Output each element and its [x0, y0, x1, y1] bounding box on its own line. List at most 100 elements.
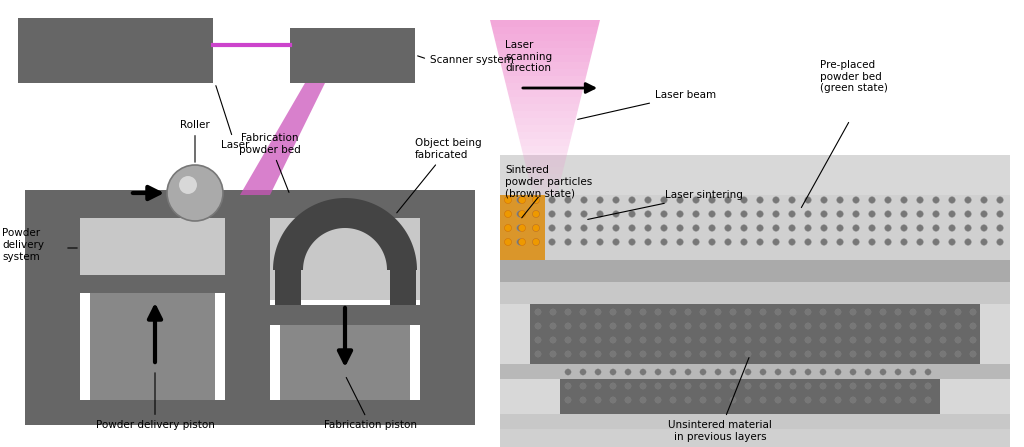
- Circle shape: [670, 383, 676, 389]
- Circle shape: [805, 337, 811, 343]
- Text: Laser beam: Laser beam: [578, 90, 716, 119]
- Circle shape: [640, 309, 646, 315]
- Text: Powder delivery piston: Powder delivery piston: [95, 373, 214, 430]
- Circle shape: [805, 225, 811, 232]
- Circle shape: [790, 351, 796, 357]
- Polygon shape: [531, 188, 559, 195]
- Text: Roller: Roller: [180, 120, 210, 162]
- Circle shape: [850, 309, 856, 315]
- Circle shape: [895, 337, 901, 343]
- Circle shape: [709, 211, 716, 217]
- Circle shape: [805, 309, 811, 315]
- Circle shape: [670, 397, 676, 403]
- Circle shape: [532, 211, 540, 218]
- Circle shape: [640, 337, 646, 343]
- Bar: [25, 400, 475, 425]
- Circle shape: [629, 225, 635, 232]
- Polygon shape: [504, 76, 586, 83]
- Circle shape: [660, 225, 668, 232]
- Circle shape: [595, 309, 601, 315]
- Circle shape: [788, 197, 796, 203]
- Circle shape: [850, 397, 856, 403]
- Circle shape: [535, 309, 541, 315]
- Polygon shape: [511, 104, 580, 111]
- Circle shape: [505, 224, 512, 232]
- Circle shape: [581, 197, 588, 203]
- Circle shape: [880, 351, 886, 357]
- Circle shape: [532, 239, 540, 245]
- Circle shape: [820, 225, 827, 232]
- Circle shape: [865, 397, 871, 403]
- Circle shape: [685, 383, 691, 389]
- Circle shape: [685, 397, 691, 403]
- Circle shape: [640, 397, 646, 403]
- Circle shape: [910, 383, 916, 389]
- Circle shape: [910, 397, 916, 403]
- Circle shape: [677, 225, 683, 232]
- Circle shape: [597, 197, 603, 203]
- Circle shape: [925, 383, 931, 389]
- Circle shape: [775, 309, 781, 315]
- Circle shape: [933, 211, 939, 217]
- Circle shape: [773, 225, 779, 232]
- Circle shape: [805, 323, 811, 329]
- Circle shape: [629, 211, 635, 217]
- Circle shape: [790, 323, 796, 329]
- Circle shape: [835, 397, 841, 403]
- Circle shape: [670, 323, 676, 329]
- Bar: [80, 190, 225, 275]
- Circle shape: [565, 309, 571, 315]
- Circle shape: [660, 239, 668, 245]
- Circle shape: [820, 351, 826, 357]
- Circle shape: [910, 351, 916, 357]
- Circle shape: [505, 239, 512, 245]
- Circle shape: [965, 197, 972, 203]
- Circle shape: [610, 397, 616, 403]
- Circle shape: [597, 225, 603, 232]
- Circle shape: [730, 323, 736, 329]
- Circle shape: [805, 397, 811, 403]
- Polygon shape: [522, 153, 567, 160]
- Circle shape: [805, 351, 811, 357]
- Polygon shape: [501, 62, 590, 69]
- Circle shape: [788, 211, 796, 217]
- Circle shape: [970, 351, 976, 357]
- Circle shape: [933, 225, 939, 232]
- Circle shape: [610, 323, 616, 329]
- Circle shape: [645, 197, 651, 203]
- Circle shape: [970, 323, 976, 329]
- Circle shape: [625, 383, 631, 389]
- Text: Scanner system: Scanner system: [418, 55, 514, 65]
- Circle shape: [692, 239, 699, 245]
- Circle shape: [775, 323, 781, 329]
- Circle shape: [580, 351, 586, 357]
- Circle shape: [948, 211, 955, 217]
- Circle shape: [910, 369, 916, 375]
- Circle shape: [865, 337, 871, 343]
- Circle shape: [895, 369, 901, 375]
- Circle shape: [760, 383, 766, 389]
- Circle shape: [744, 309, 752, 315]
- Circle shape: [954, 323, 962, 329]
- Circle shape: [595, 351, 601, 357]
- Circle shape: [790, 397, 796, 403]
- Circle shape: [925, 323, 931, 329]
- Circle shape: [885, 211, 891, 217]
- Circle shape: [850, 351, 856, 357]
- Circle shape: [517, 225, 523, 232]
- Text: Sintered
powder particles
(brown state): Sintered powder particles (brown state): [505, 165, 592, 198]
- Circle shape: [715, 369, 721, 375]
- Circle shape: [835, 323, 841, 329]
- Text: Pre-placed
powder bed
(green state): Pre-placed powder bed (green state): [820, 60, 888, 93]
- Circle shape: [981, 211, 987, 217]
- Circle shape: [532, 197, 540, 203]
- Circle shape: [655, 397, 662, 403]
- Circle shape: [925, 309, 931, 315]
- Circle shape: [597, 239, 603, 245]
- Circle shape: [685, 369, 691, 375]
- Circle shape: [788, 239, 796, 245]
- Circle shape: [549, 211, 555, 217]
- Circle shape: [880, 383, 886, 389]
- Circle shape: [880, 323, 886, 329]
- Circle shape: [837, 211, 844, 217]
